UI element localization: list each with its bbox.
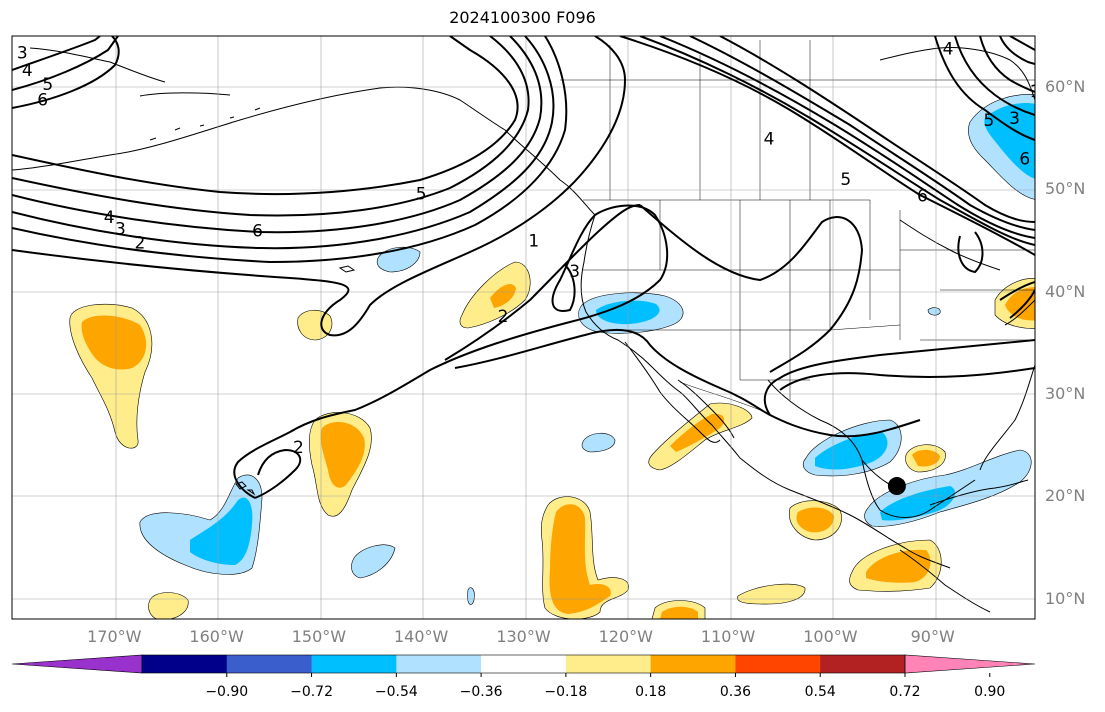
colorbar-segment — [820, 655, 906, 673]
lon-label: 100°W — [803, 627, 858, 646]
contour-label: 4 — [22, 61, 33, 81]
colorbar-tick-label: 0.36 — [719, 684, 752, 700]
lon-label: 150°W — [291, 627, 347, 646]
colorbar-segment — [226, 655, 313, 673]
contour-label: 5 — [984, 111, 995, 131]
colorbar-tick-label: −0.36 — [459, 684, 503, 700]
lat-label: 60°N — [1045, 77, 1086, 97]
lat-label: 30°N — [1045, 383, 1086, 403]
location-marker — [887, 477, 906, 496]
contour-label: 3 — [1009, 109, 1020, 129]
lat-label: 20°N — [1045, 486, 1086, 506]
contour-label: 1 — [528, 232, 539, 252]
colorbar-segment — [396, 655, 482, 673]
lon-label: 110°W — [700, 627, 756, 646]
colorbar-extend-max — [904, 654, 1036, 674]
colorbar-segment — [650, 655, 736, 673]
contour-label: 3 — [569, 262, 580, 282]
contour-label: 2 — [498, 307, 509, 327]
colorbar-tick-label: −0.54 — [374, 684, 418, 700]
map-frame — [11, 35, 1036, 620]
colorbar-extend-min — [11, 654, 143, 674]
lat-label: 40°N — [1045, 281, 1086, 301]
contour-label: 2 — [293, 438, 304, 458]
colorbar-tick-label: 0.72 — [889, 684, 921, 700]
contour-label: 6 — [917, 187, 928, 207]
lon-label: 160°W — [189, 627, 244, 646]
colorbar-segment — [311, 655, 397, 673]
contour-label: 5 — [840, 170, 851, 190]
colorbar-segment — [565, 655, 652, 673]
chart-title: 2024100300 F096 — [449, 8, 596, 27]
colorbar-tick-label: −0.90 — [205, 684, 249, 700]
contour-label: 4 — [764, 129, 775, 149]
lon-label: 130°W — [496, 627, 551, 646]
colorbar-tick-label: 0.18 — [635, 684, 667, 700]
colorbar-tick-label: −0.72 — [290, 684, 333, 700]
lon-label: 90°W — [910, 627, 955, 646]
lat-label: 50°N — [1045, 179, 1086, 199]
contour-label: 2 — [134, 234, 145, 254]
contour-label: 5 — [416, 185, 427, 205]
contour-label: 5 — [42, 75, 53, 95]
colorbar-outline — [141, 654, 906, 674]
lat-label: 10°N — [1045, 588, 1086, 608]
coastlines — [12, 47, 1035, 613]
political-borders — [560, 40, 1035, 411]
colorbar-tick-label: −0.18 — [544, 684, 588, 700]
contour-label: 1 — [1030, 82, 1041, 102]
colorbar-segment — [735, 655, 821, 673]
colorbar-segment — [142, 655, 228, 673]
contour-label: 3 — [115, 219, 126, 239]
gridlines — [12, 36, 1035, 619]
contour-label: 6 — [252, 221, 263, 241]
lon-label: 120°W — [598, 627, 653, 646]
contour-label: 6 — [37, 90, 48, 110]
colorbar-segment — [481, 655, 567, 673]
contour-label: 3 — [17, 43, 28, 63]
lon-label: 140°W — [394, 627, 449, 646]
contour-label: 4 — [943, 39, 954, 59]
contour-lines — [12, 36, 1035, 499]
contour-label: 6 — [1019, 150, 1030, 170]
colorbar — [11, 654, 1036, 677]
contour-label: 4 — [104, 208, 115, 228]
colorbar-tick-label: 0.54 — [804, 684, 836, 700]
colorbar-tick-label: 0.90 — [974, 684, 1006, 700]
lon-label: 170°W — [87, 627, 142, 646]
